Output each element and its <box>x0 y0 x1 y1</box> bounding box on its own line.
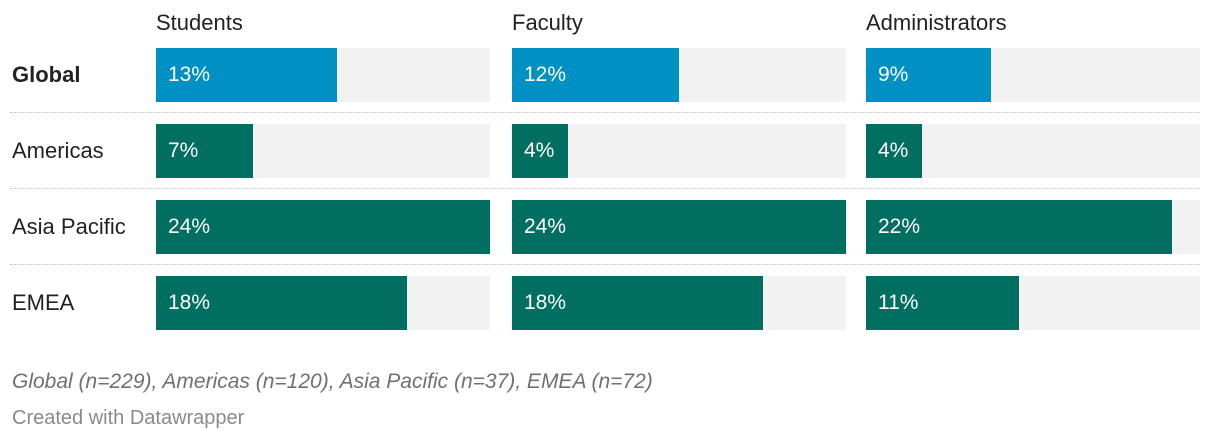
column-header-administrators: Administrators <box>866 10 1007 35</box>
bar-global-administrators: 9% <box>866 48 991 102</box>
bar-track: 9% <box>866 48 1200 102</box>
bar-value-label: 11% <box>878 291 919 314</box>
bar-track: 13% <box>156 48 490 102</box>
bar-value-label: 18% <box>168 291 211 314</box>
bar-track: 22% <box>866 200 1200 254</box>
row-divider <box>10 188 1200 189</box>
bar-asia-pacific-students: 24% <box>156 200 490 254</box>
row-label-asia-pacific: Asia Pacific <box>12 214 126 239</box>
bar-americas-administrators: 4% <box>866 124 922 178</box>
bar-asia-pacific-faculty: 24% <box>512 200 846 254</box>
row-divider <box>10 264 1200 265</box>
bar-track: 4% <box>866 124 1200 178</box>
bar-emea-faculty: 18% <box>512 276 763 330</box>
sample-size-note: Global (n=229), Americas (n=120), Asia P… <box>12 370 653 393</box>
bar-americas-students: 7% <box>156 124 253 178</box>
bar-value-label: 4% <box>524 139 555 162</box>
bar-track: 4% <box>512 124 846 178</box>
bar-global-students: 13% <box>156 48 337 102</box>
row-divider <box>10 112 1200 113</box>
bar-emea-administrators: 11% <box>866 276 1019 330</box>
bar-value-label: 4% <box>878 139 909 162</box>
bar-emea-students: 18% <box>156 276 407 330</box>
bar-track: 18% <box>512 276 846 330</box>
row-label-emea: EMEA <box>12 290 75 315</box>
bar-americas-faculty: 4% <box>512 124 568 178</box>
bar-value-label: 24% <box>168 215 211 238</box>
bar-track: 7% <box>156 124 490 178</box>
bar-value-label: 22% <box>878 215 921 238</box>
bar-global-faculty: 12% <box>512 48 679 102</box>
row-label-americas: Americas <box>12 138 104 163</box>
bar-track: 11% <box>866 276 1200 330</box>
bar-track: 24% <box>156 200 490 254</box>
bar-value-label: 9% <box>878 63 909 86</box>
bar-track: 24% <box>512 200 846 254</box>
bar-value-label: 7% <box>168 139 199 162</box>
column-header-students: Students <box>156 10 243 35</box>
row-label-global: Global <box>12 62 81 87</box>
column-header-faculty: Faculty <box>512 10 583 35</box>
bar-track: 18% <box>156 276 490 330</box>
bar-track: 12% <box>512 48 846 102</box>
datawrapper-credit: Created with Datawrapper <box>12 407 245 429</box>
bar-value-label: 13% <box>168 63 211 86</box>
bar-asia-pacific-administrators: 22% <box>866 200 1172 254</box>
bar-value-label: 12% <box>524 63 567 86</box>
bar-value-label: 24% <box>524 215 567 238</box>
bar-value-label: 18% <box>524 291 567 314</box>
